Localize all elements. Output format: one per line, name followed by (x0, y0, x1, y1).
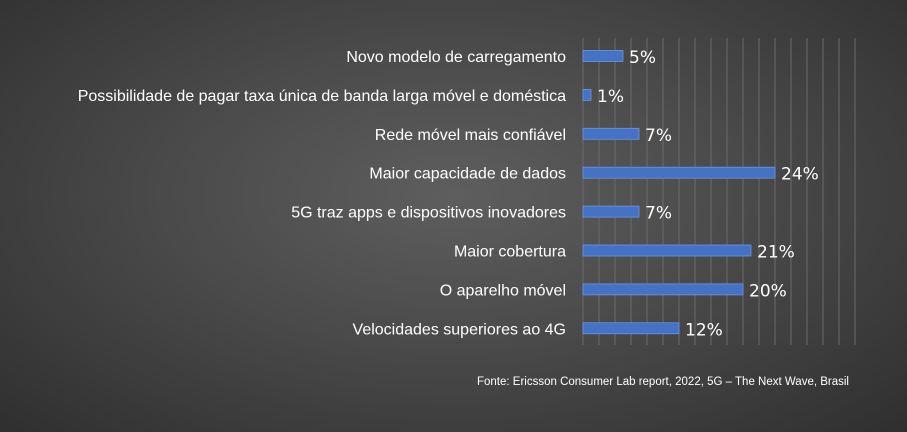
category-label: Velocidades superiores ao 4G (353, 321, 566, 338)
data-label: 1% (597, 87, 624, 107)
data-label: 20% (749, 281, 787, 301)
category-label: Maior cobertura (454, 244, 566, 261)
category-label: Novo modelo de carregamento (346, 49, 566, 66)
bar (582, 127, 640, 140)
gridlines (582, 38, 856, 345)
bar (582, 50, 624, 62)
category-label: O aparelho móvel (440, 282, 566, 299)
category-label: Rede móvel mais confiável (375, 127, 566, 144)
bar (582, 322, 680, 335)
value-labels: 5%1% 7% 24% 7% 21% 20% 12% (597, 48, 819, 340)
source-note: Fonte: Ericsson Consumer Lab report, 202… (476, 376, 849, 388)
data-label: 12% (685, 320, 723, 340)
data-label: 21% (757, 243, 795, 263)
data-label: 7% (645, 126, 672, 146)
bar (582, 244, 752, 257)
bar (582, 89, 592, 101)
data-label: 7% (645, 204, 672, 224)
category-labels: Novo modelo de carregamento Possibilidade… (78, 49, 566, 338)
category-label: 5G traz apps e dispositivos inovadores (291, 205, 566, 222)
bar (582, 205, 640, 218)
bar (582, 283, 744, 296)
category-label: Possibilidade de pagar taxa única de ban… (78, 88, 566, 105)
bar (582, 166, 776, 179)
category-label: Maior capacidade de dados (369, 166, 566, 183)
data-label: 5% (629, 48, 656, 68)
bar-series (582, 50, 776, 335)
data-label: 24% (781, 165, 819, 185)
